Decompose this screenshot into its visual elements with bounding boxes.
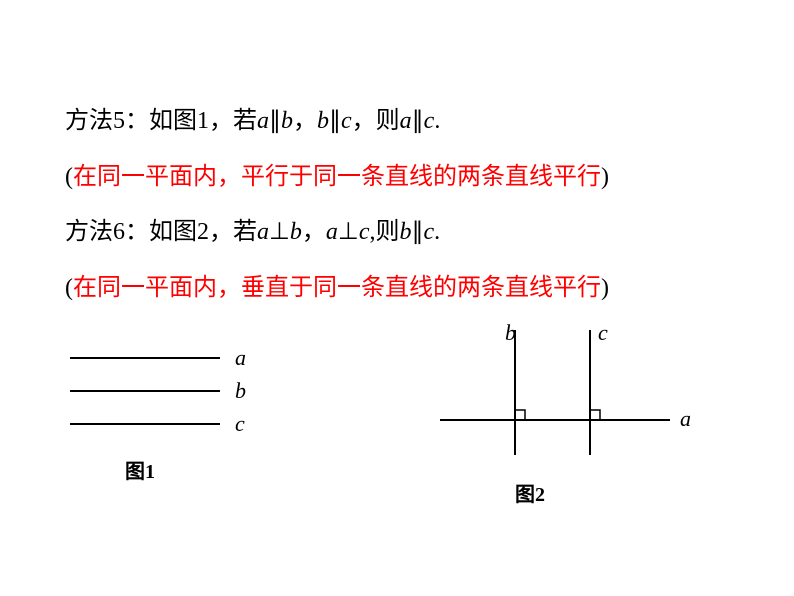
fig2-svg	[440, 330, 700, 470]
var-b: b	[317, 108, 329, 134]
figures-area: a b c 图1 b c a 图2	[70, 345, 750, 545]
fig1-line-a: a	[70, 345, 320, 378]
var-c: c	[359, 219, 370, 245]
close-paren: )	[601, 275, 609, 301]
comma-then: ,则	[369, 219, 399, 245]
fig1-caption: 图1	[125, 455, 155, 484]
open-paren: (	[65, 275, 73, 301]
var-a: a	[257, 108, 269, 134]
comma: ，	[293, 108, 317, 134]
sym-parallel: ∥	[329, 108, 341, 134]
var-c: c	[424, 108, 435, 134]
fig2-caption: 图2	[515, 478, 545, 507]
fig1-rule-c	[70, 423, 220, 425]
close-paren: )	[601, 164, 609, 190]
fig2-label-a: a	[680, 406, 691, 432]
var-b: b	[290, 219, 302, 245]
var-c: c	[423, 219, 434, 245]
period: .	[434, 108, 440, 134]
var-a: a	[326, 219, 338, 245]
var-b: b	[281, 108, 293, 134]
fig1-label-a: a	[235, 345, 246, 371]
figure-1: a b c 图1	[70, 345, 320, 444]
fig1-rule-b	[70, 390, 220, 392]
fig1-rule-a	[70, 357, 220, 359]
fig1-label-b: b	[235, 378, 246, 404]
sym-perp: ⊥	[269, 219, 290, 245]
comma-then: ，则	[352, 108, 400, 134]
fig1-label-c: c	[235, 411, 245, 437]
sym-perp: ⊥	[338, 219, 359, 245]
note5-text: 在同一平面内，平行于同一条直线的两条直线平行	[73, 164, 601, 190]
method5-line: 方法5：如图1，若a∥b，b∥c，则a∥c.	[65, 105, 745, 139]
period: .	[434, 219, 440, 245]
note5-line: (在同一平面内，平行于同一条直线的两条直线平行)	[65, 161, 745, 195]
sym-parallel: ∥	[412, 108, 424, 134]
fig2-label-c: c	[598, 320, 608, 346]
method5-prefix: 方法5：如图1，若	[65, 108, 257, 134]
method6-prefix: 方法6：如图2，若	[65, 219, 257, 245]
fig2-label-b: b	[505, 320, 516, 346]
sym-parallel: ∥	[411, 219, 423, 245]
open-paren: (	[65, 164, 73, 190]
note6-text: 在同一平面内，垂直于同一条直线的两条直线平行	[73, 275, 601, 301]
var-c: c	[341, 108, 352, 134]
var-a: a	[257, 219, 269, 245]
comma: ，	[302, 219, 326, 245]
fig1-line-b: b	[70, 378, 320, 411]
fig1-line-c: c	[70, 411, 320, 444]
var-b: b	[399, 219, 411, 245]
figure-2: b c a	[440, 330, 700, 470]
note6-line: (在同一平面内，垂直于同一条直线的两条直线平行)	[65, 272, 745, 306]
var-a: a	[400, 108, 412, 134]
method6-line: 方法6：如图2，若a⊥b，a⊥c,则b∥c.	[65, 216, 745, 250]
sym-parallel: ∥	[269, 108, 281, 134]
